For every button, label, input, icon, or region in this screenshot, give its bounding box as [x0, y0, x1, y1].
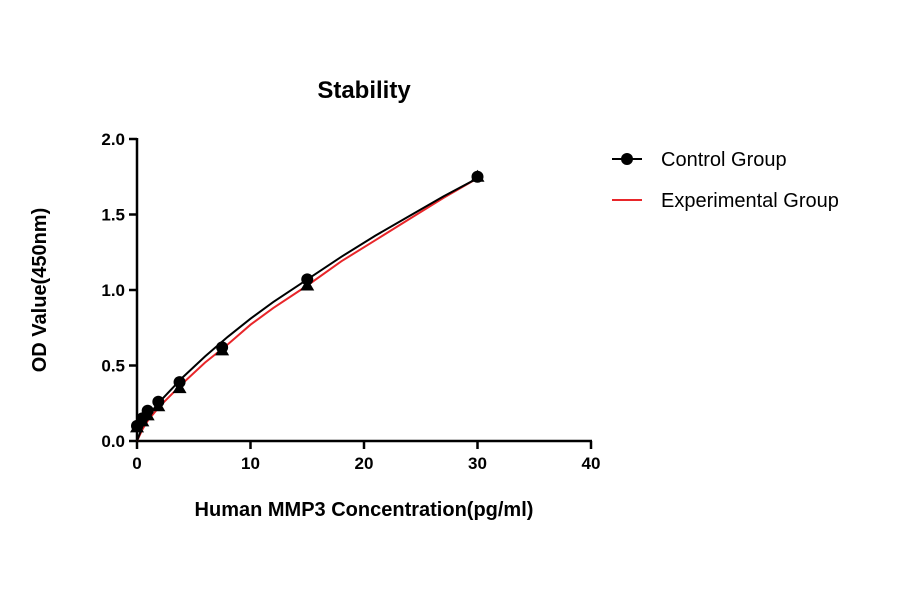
- y-axis-label: OD Value(450nm): [29, 208, 51, 373]
- chart-title: Stability: [317, 77, 411, 104]
- x-axis-label: Human MMP3 Concentration(pg/ml): [195, 499, 534, 521]
- x-tick-label: 40: [582, 454, 601, 473]
- y-tick-label: 2.0: [101, 130, 125, 149]
- control-point: [301, 273, 314, 286]
- legend-control-marker: [621, 153, 633, 165]
- x-tick-label: 20: [355, 454, 374, 473]
- legend: Control Group Experimental Group: [612, 149, 839, 212]
- legend-experimental-label: Experimental Group: [661, 190, 839, 212]
- control-point: [141, 404, 154, 417]
- x-tick-label: 30: [468, 454, 487, 473]
- x-tick-label: 0: [132, 454, 141, 473]
- control-point: [173, 376, 186, 389]
- y-tick-label: 0.0: [101, 432, 125, 451]
- control-fit-curve: [136, 177, 478, 442]
- y-tick-label: 0.5: [101, 357, 125, 376]
- x-tick-label: 10: [241, 454, 260, 473]
- control-point: [471, 170, 484, 183]
- axes: 0 10 20 30 40 0.0 0.5 1.0 1.5 2.0: [101, 130, 600, 473]
- legend-control-label: Control Group: [661, 149, 787, 171]
- y-tick-label: 1.0: [101, 281, 125, 300]
- control-point: [152, 395, 165, 408]
- experimental-fit-curve: [136, 177, 478, 442]
- control-point: [216, 341, 229, 354]
- fit-curves: [136, 177, 478, 442]
- data-points: [130, 169, 485, 433]
- y-tick-label: 1.5: [101, 206, 125, 225]
